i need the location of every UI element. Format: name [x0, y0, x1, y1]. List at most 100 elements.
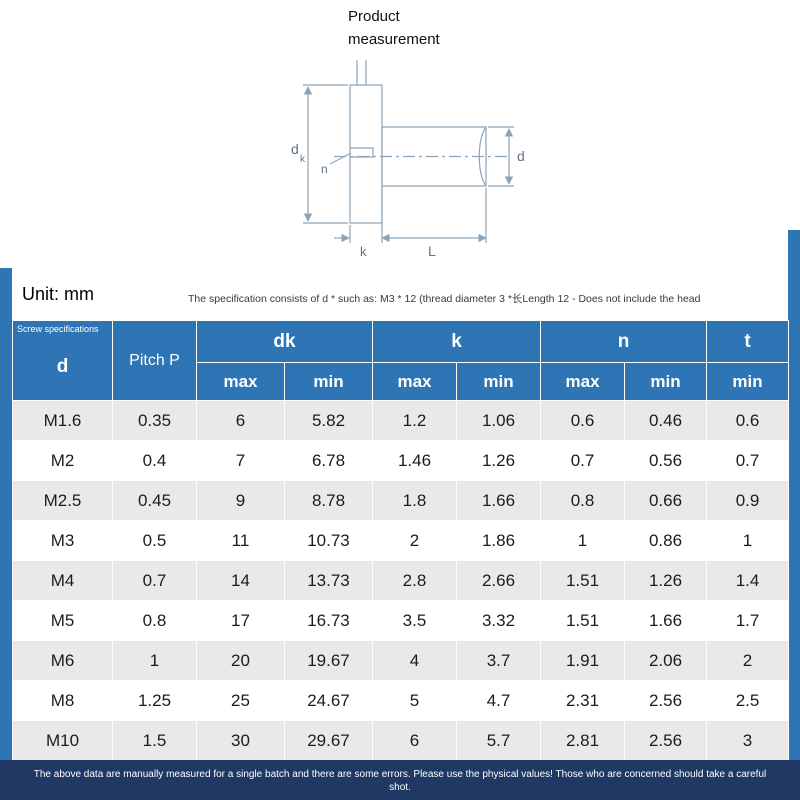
- page-title: Product measurement: [348, 6, 440, 51]
- table-cell: 1.51: [540, 600, 626, 641]
- table-cell: 0.8: [112, 600, 197, 641]
- table-row: M8 1.25 25 24.67 5 4.7 2.31 2.56 2.5: [12, 680, 790, 721]
- table-cell: M1.6: [12, 400, 113, 441]
- table-cell: 3.32: [455, 600, 542, 641]
- table-cell: 24.67: [284, 680, 373, 721]
- table-cell: 0.5: [112, 520, 197, 561]
- table-cell: 14: [196, 560, 285, 601]
- table-cell: 1.2: [372, 400, 457, 441]
- table-row: M2 0.4 7 6.78 1.46 1.26 0.7 0.56 0.7: [12, 440, 790, 481]
- table-row: M10 1.5 30 29.67 6 5.7 2.81 2.56 3: [12, 720, 790, 761]
- column-group-dk: dk: [196, 320, 373, 363]
- unit-label: Unit: mm: [22, 284, 94, 304]
- table-header-row-sub: max min max min max min min: [13, 362, 790, 401]
- table-cell: M4: [12, 560, 113, 601]
- table-cell: 0.6: [540, 400, 626, 441]
- table-cell: 1.46: [372, 440, 457, 481]
- spec-table-body: M1.6 0.35 6 5.82 1.2 1.06 0.6 0.46 0.6 M2 0.4 7 6.78…: [12, 400, 790, 761]
- table-cell: 0.9: [706, 480, 790, 521]
- table-cell: 2.66: [455, 560, 542, 601]
- column-group-k: k: [371, 320, 542, 363]
- screw-specifications-label: Screw specifications: [17, 324, 99, 334]
- table-cell: 0.56: [624, 440, 708, 481]
- table-cell: 0.7: [112, 560, 197, 601]
- table-cell: M6: [12, 640, 113, 681]
- table-cell: 2.56: [624, 680, 708, 721]
- table-cell: 2: [706, 640, 790, 681]
- table-cell: 29.67: [284, 720, 373, 761]
- table-cell: 1.4: [706, 560, 790, 601]
- column-group-t: t: [706, 320, 790, 363]
- subheader-dk-max: max: [196, 362, 285, 401]
- table-cell: 7: [196, 440, 285, 481]
- table-cell: 0.45: [112, 480, 197, 521]
- table-cell: 6.78: [284, 440, 373, 481]
- table-cell: 1: [706, 520, 790, 561]
- table-row: M5 0.8 17 16.73 3.5 3.32 1.51 1.66 1.7: [12, 600, 790, 641]
- table-cell: 1.7: [706, 600, 790, 641]
- table-row: M3 0.5 11 10.73 2 1.86 1 0.86 1: [12, 520, 790, 561]
- table-cell: 2.5: [706, 680, 790, 721]
- table-row: M4 0.7 14 13.73 2.8 2.66 1.51 1.26 1.4: [12, 560, 790, 601]
- table-cell: 6: [372, 720, 457, 761]
- table-cell: 0.7: [706, 440, 790, 481]
- table-cell: 10.73: [284, 520, 373, 561]
- decorative-strip-left: [0, 268, 12, 760]
- table-cell: 1.5: [112, 720, 197, 761]
- table-cell: 0.66: [624, 480, 708, 521]
- table-cell: 16.73: [284, 600, 373, 641]
- table-cell: 0.46: [624, 400, 708, 441]
- table-cell: M5: [12, 600, 113, 641]
- table-cell: 1.25: [112, 680, 197, 721]
- spec-table: Screw specifications d Pitch P dk k n t …: [12, 320, 790, 761]
- table-cell: 1.06: [455, 400, 542, 441]
- table-cell: 11: [196, 520, 285, 561]
- table-row: M2.5 0.45 9 8.78 1.8 1.66 0.8 0.66 0.9: [12, 480, 790, 521]
- column-header-screw-spec: Screw specifications d: [12, 320, 113, 401]
- dim-label-dk-sub: k: [300, 154, 306, 165]
- table-cell: 1.86: [455, 520, 542, 561]
- table-cell: 1: [112, 640, 197, 681]
- subheader-n-max: max: [540, 362, 626, 401]
- table-cell: 2: [372, 520, 457, 561]
- table-cell: 4: [372, 640, 457, 681]
- table-cell: M2: [12, 440, 113, 481]
- table-cell: 4.7: [455, 680, 542, 721]
- table-cell: 8.78: [284, 480, 373, 521]
- table-row: M1.6 0.35 6 5.82 1.2 1.06 0.6 0.46 0.6: [12, 400, 790, 441]
- table-cell: M8: [12, 680, 113, 721]
- table-cell: M3: [12, 520, 113, 561]
- table-cell: 13.73: [284, 560, 373, 601]
- subheader-t-min: min: [706, 362, 790, 401]
- table-cell: 25: [196, 680, 285, 721]
- table-cell: 0.8: [540, 480, 626, 521]
- table-cell: 6: [196, 400, 285, 441]
- table-cell: 1.26: [455, 440, 542, 481]
- table-row: M6 1 20 19.67 4 3.7 1.91 2.06 2: [12, 640, 790, 681]
- table-cell: 19.67: [284, 640, 373, 681]
- spec-note: The specification consists of d * such a…: [188, 293, 701, 305]
- dim-label-d: d: [517, 148, 525, 164]
- dim-label-k: k: [360, 244, 367, 259]
- column-group-n: n: [540, 320, 708, 363]
- table-cell: 2.81: [540, 720, 626, 761]
- table-cell: 2.06: [624, 640, 708, 681]
- table-cell: 2.56: [624, 720, 708, 761]
- table-cell: 3.5: [372, 600, 457, 641]
- subheader-k-max: max: [372, 362, 457, 401]
- column-header-d: d: [56, 355, 69, 377]
- page-title-line1: Product: [348, 8, 400, 25]
- table-cell: 3.7: [455, 640, 542, 681]
- table-cell: 1.8: [372, 480, 457, 521]
- table-cell: 30: [196, 720, 285, 761]
- footer-bar: The above data are manually measured for…: [0, 760, 800, 800]
- table-cell: 0.86: [624, 520, 708, 561]
- table-cell: 17: [196, 600, 285, 641]
- subheader-k-min: min: [455, 362, 542, 401]
- table-cell: 1.51: [540, 560, 626, 601]
- table-cell: 1.91: [540, 640, 626, 681]
- table-header-row-groups: Screw specifications d Pitch P dk k n t: [12, 320, 790, 401]
- table-cell: 1.26: [624, 560, 708, 601]
- table-cell: M2.5: [12, 480, 113, 521]
